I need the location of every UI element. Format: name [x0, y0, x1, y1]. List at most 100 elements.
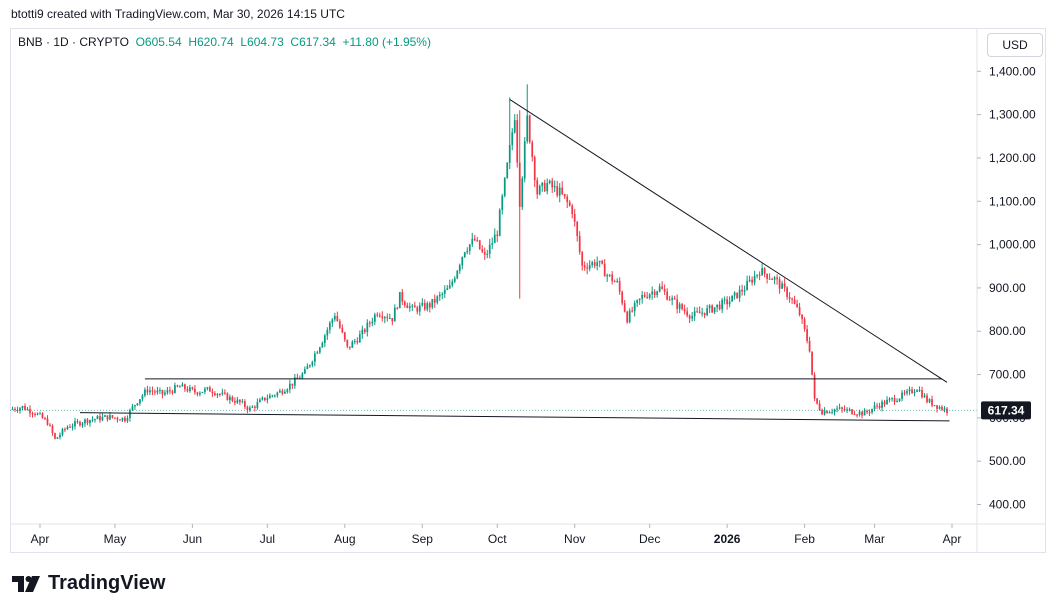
candle-body [766, 273, 768, 279]
candle-body [573, 213, 576, 222]
candle-body [626, 311, 629, 323]
candle-body [581, 252, 584, 266]
candle-body [743, 290, 746, 292]
candle-body [776, 277, 778, 280]
candle-body [561, 187, 564, 195]
x-tick-label: Apr [31, 532, 50, 546]
candle-body [36, 413, 39, 415]
candle-body [271, 395, 274, 397]
candle-body [931, 399, 933, 406]
candle-body [386, 317, 389, 319]
candle-body [548, 180, 551, 184]
candle-body [321, 343, 324, 348]
candle-body [308, 365, 311, 367]
candle-body [119, 419, 121, 421]
trendline-range-bottom [79, 412, 950, 422]
candle-body [601, 260, 604, 264]
candle-body [516, 120, 519, 163]
candle-body [883, 401, 886, 405]
candle-body [621, 291, 624, 304]
candle-body [778, 279, 781, 289]
candle-body [239, 399, 241, 403]
candle-body [518, 162, 521, 207]
candle-body [783, 283, 786, 288]
candle-body [104, 415, 106, 417]
candle-body [906, 391, 908, 394]
candle-body [946, 408, 948, 413]
candle-body [278, 390, 281, 393]
candle-body [443, 289, 446, 294]
candle-body [816, 398, 818, 404]
candle-body [496, 234, 499, 236]
currency-button[interactable]: USD [987, 33, 1043, 57]
candle-body [176, 385, 179, 387]
candle-body [311, 361, 314, 366]
candle-body [281, 390, 284, 394]
candle-body [388, 318, 391, 320]
candle-body [583, 265, 586, 268]
candle-body [483, 251, 486, 255]
candle-body [156, 390, 159, 393]
candle-body [703, 312, 706, 316]
candle-body [114, 417, 116, 419]
candle-body [733, 292, 736, 296]
candle-body [858, 411, 861, 415]
candle-body [868, 412, 871, 414]
candle-body [288, 383, 291, 390]
tradingview-brand[interactable]: TradingView [12, 572, 165, 595]
candle-body [109, 415, 111, 420]
candle-body [796, 303, 798, 308]
candle-body [863, 410, 866, 416]
candle-body [546, 183, 549, 192]
candle-body [234, 400, 236, 403]
candle-body [333, 316, 336, 320]
candle-body [433, 299, 436, 303]
candle-body [356, 341, 359, 343]
candle-body [938, 406, 941, 409]
candle-body [256, 402, 259, 408]
candle-body [646, 296, 649, 298]
candle-body [681, 304, 684, 310]
candle-body [438, 294, 441, 297]
candle-body [898, 398, 901, 401]
candle-body [596, 262, 599, 266]
candle-body [403, 301, 406, 306]
candle-body [661, 286, 664, 290]
candle-body [551, 180, 554, 188]
candle-body [69, 426, 71, 428]
candle-body [563, 194, 566, 197]
candle-body [716, 304, 719, 308]
candle-body [194, 388, 196, 393]
candle-body [351, 341, 354, 348]
candle-body [61, 429, 64, 435]
candle-body [431, 299, 434, 308]
brand-name: TradingView [48, 572, 166, 594]
candle-body [558, 187, 561, 196]
candle-body [81, 423, 84, 426]
candle-body [376, 314, 379, 316]
candle-body [916, 390, 918, 392]
x-tick-label: Jul [260, 532, 275, 546]
candle-body [86, 419, 89, 424]
candle-body [553, 186, 556, 188]
candle-body [893, 398, 896, 402]
candle-body [361, 329, 364, 335]
candle-body [144, 389, 146, 396]
candle-body [231, 396, 234, 401]
chart-credit: btotti9 created with TradingView.com, Ma… [11, 7, 345, 21]
candle-body [381, 316, 384, 319]
candle-body [701, 312, 704, 314]
candle-body [66, 426, 69, 430]
candle-body [501, 195, 504, 210]
candle-body [453, 278, 456, 282]
candle-body [303, 369, 306, 374]
candle-body [358, 334, 361, 343]
candle-body [154, 391, 156, 393]
candle-body [691, 316, 694, 319]
candle-body [201, 391, 204, 393]
candle-body [276, 392, 279, 396]
candle-body [693, 311, 696, 317]
y-tick-label: 700.00 [989, 368, 1026, 382]
candle-body [811, 351, 813, 375]
